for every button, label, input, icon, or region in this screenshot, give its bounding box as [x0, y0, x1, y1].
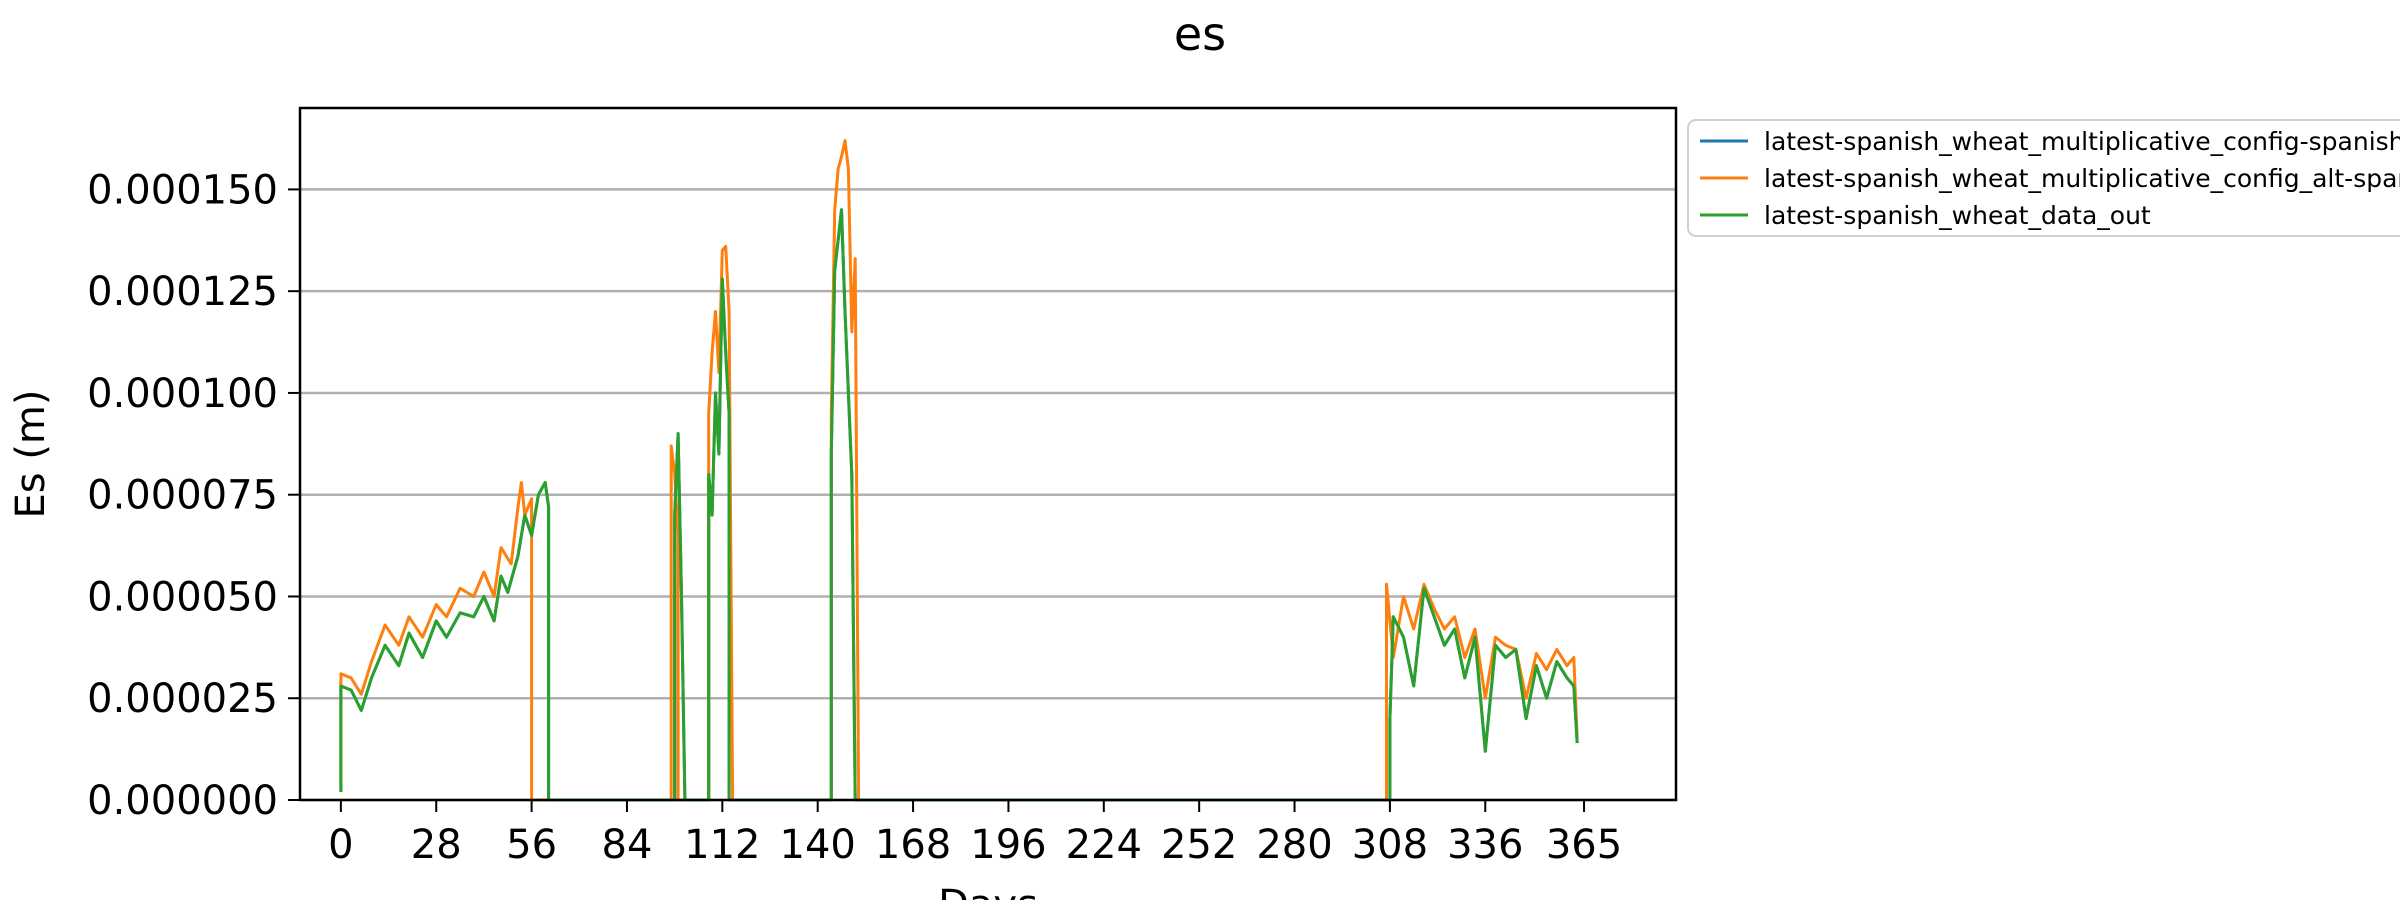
y-tick-label: 0.000150: [87, 167, 278, 213]
grid: [300, 188, 1676, 802]
legend-label: latest-spanish_wheat_data_out: [1764, 201, 2151, 230]
x-axis: 0 28 56 84 112 140 168 196 224 252 280 308 336 365: [328, 800, 1622, 868]
legend: latest-spanish_wheat_multiplicative_conf…: [1687, 119, 2400, 237]
x-tick-label: 336: [1447, 822, 1523, 868]
x-tick-label: 28: [411, 822, 462, 868]
y-axis: 0.000000 0.000025 0.000050 0.000075 0.000100…: [87, 167, 300, 824]
x-tick-label: 196: [970, 822, 1046, 868]
y-tick-label: 0.000100: [87, 371, 278, 417]
x-axis-label: Days: [938, 882, 1038, 900]
series-layer: [339, 139, 1579, 802]
legend-label: latest-spanish_wheat_multiplicative_conf…: [1764, 164, 2400, 193]
plot-frame: [298, 106, 1678, 802]
legend-label: latest-spanish_wheat_multiplicative_conf…: [1764, 127, 2400, 156]
y-tick-label: 0.000000: [87, 778, 278, 824]
series-line-2: [339, 139, 1579, 802]
series-line-1: [339, 208, 1579, 802]
x-tick-label: 365: [1546, 822, 1622, 868]
x-tick-label: 308: [1352, 822, 1428, 868]
x-tick-label: 84: [602, 822, 653, 868]
x-tick-label: 140: [780, 822, 856, 868]
y-tick-label: 0.000050: [87, 574, 278, 620]
series-line-3: [339, 208, 1579, 802]
x-tick-label: 56: [506, 822, 557, 868]
y-tick-label: 0.000025: [87, 676, 278, 722]
y-axis-label: Es (m): [8, 389, 54, 518]
chart-title: es: [1174, 7, 1226, 61]
x-tick-label: 112: [684, 822, 760, 868]
legend-box: [1687, 119, 2400, 237]
x-tick-label: 252: [1161, 822, 1237, 868]
x-tick-label: 224: [1066, 822, 1142, 868]
x-tick-label: 280: [1256, 822, 1332, 868]
y-tick-label: 0.000075: [87, 473, 278, 519]
y-tick-label: 0.000125: [87, 269, 278, 315]
x-tick-label: 0: [328, 822, 353, 868]
x-tick-label: 168: [875, 822, 951, 868]
